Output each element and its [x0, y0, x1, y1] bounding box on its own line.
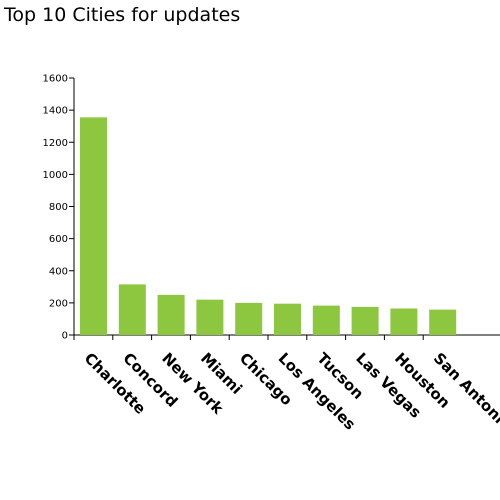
y-tick-label: 1600: [43, 74, 68, 85]
y-tick-label: 400: [49, 266, 68, 277]
y-tick-label: 0: [62, 331, 68, 342]
y-tick-label: 1400: [43, 106, 68, 117]
bar: [235, 302, 263, 335]
bar: [118, 284, 146, 335]
bar: [157, 294, 185, 335]
bar: [351, 306, 379, 335]
chart-title: Top 10 Cities for updates: [4, 4, 241, 26]
bar: [196, 299, 224, 335]
y-tick-label: 800: [49, 202, 68, 213]
x-axis: [73, 334, 500, 340]
y-axis: 0 200 400 600 800 1000 1200 1400 1600: [43, 74, 75, 342]
y-tick-label: 1000: [43, 170, 68, 181]
y-tick-label: 600: [49, 234, 68, 245]
y-tick-label: 200: [49, 298, 68, 309]
bars: [80, 117, 457, 336]
bar: [312, 305, 340, 335]
bar: [429, 309, 457, 335]
bar: [80, 117, 107, 336]
bar: [390, 308, 418, 335]
y-tick-label: 1200: [43, 138, 68, 149]
bar: [274, 303, 301, 335]
